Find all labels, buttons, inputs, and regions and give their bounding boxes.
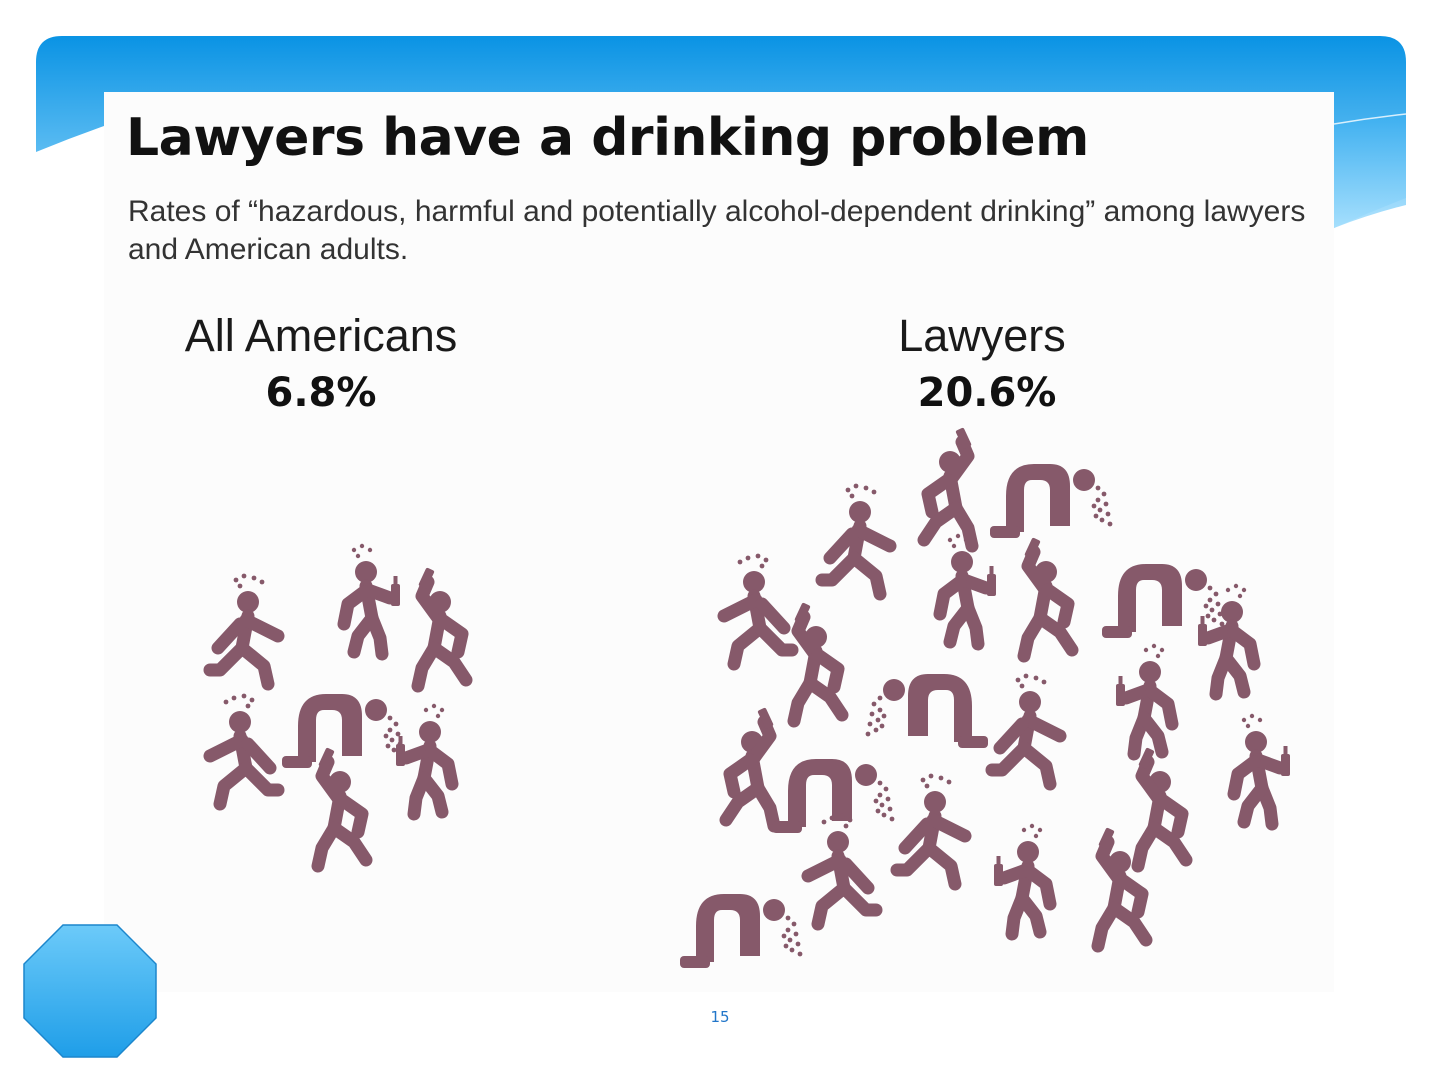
drunk-person-icon: [866, 674, 988, 748]
figure-group-0: [210, 544, 466, 866]
drunk-person-icon: [990, 464, 1112, 538]
drunk-person-icon: [1116, 644, 1172, 754]
drunk-person-icon: [396, 704, 452, 814]
slide-number: 15: [700, 1008, 740, 1026]
drunk-person-icon: [724, 554, 792, 664]
drunk-person-icon: [318, 747, 366, 866]
drunk-person-icon: [344, 544, 400, 654]
drunk-person-icon: [772, 759, 894, 833]
drunk-person-icon: [994, 824, 1050, 934]
drunk-person-icon: [822, 484, 890, 594]
drunk-person-icon: [897, 774, 965, 884]
drunk-person-icon: [418, 567, 466, 686]
drunk-person-icon: [924, 427, 972, 546]
drunk-person-icon: [680, 894, 802, 968]
drunk-person-icon: [726, 707, 774, 826]
drunk-person-icon: [794, 602, 842, 721]
drunk-person-icon: [992, 674, 1060, 784]
drunk-person-icon: [1198, 584, 1254, 694]
drunk-person-icon: [1024, 537, 1072, 656]
drunk-person-icon: [1234, 714, 1290, 824]
figure-group-1: [680, 427, 1290, 968]
drunk-person-icon: [282, 694, 404, 768]
drunk-person-icon: [210, 694, 278, 804]
drunk-person-icon: [210, 574, 278, 684]
drunk-person-icon: [1138, 747, 1186, 866]
drunk-person-icon: [808, 814, 876, 924]
